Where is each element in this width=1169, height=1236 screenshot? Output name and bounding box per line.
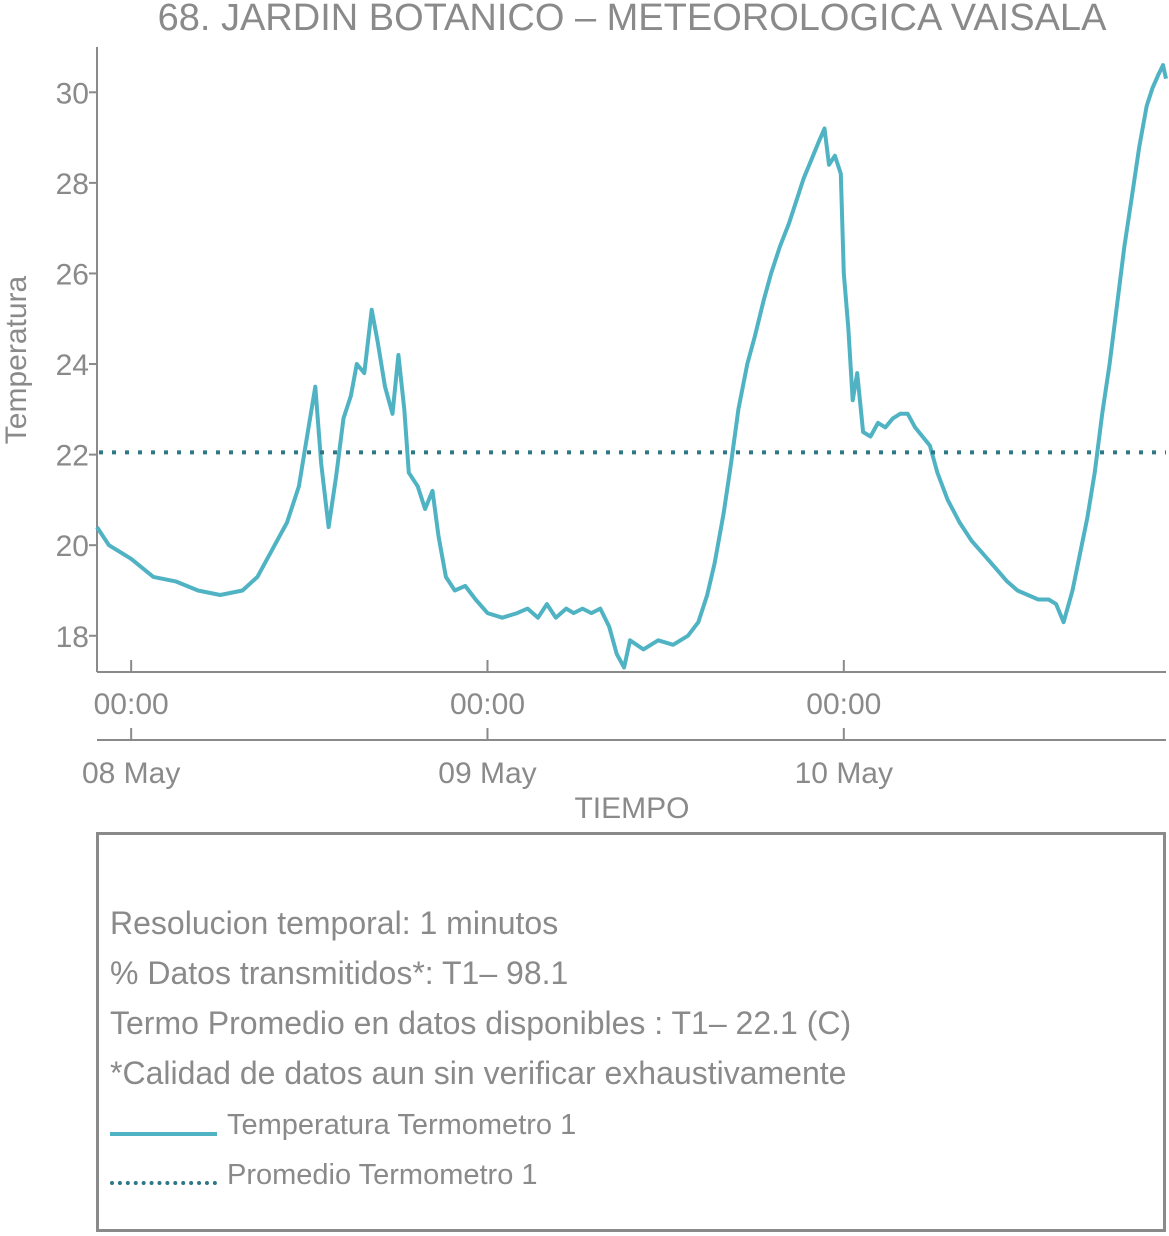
y-ticks: 18 20 22 24 26 28 30 bbox=[56, 77, 97, 654]
y-axis-label: Temperatura bbox=[0, 275, 33, 444]
y-tick-label: 26 bbox=[56, 258, 89, 291]
x-tick-date-label: 10 May bbox=[795, 757, 893, 790]
legend-label-temperature: Temperatura Termometro 1 bbox=[227, 1109, 577, 1141]
x-tick-time-label: 00:00 bbox=[450, 688, 525, 721]
x-tick-date-label: 08 May bbox=[82, 757, 180, 790]
legend-swatch-solid bbox=[110, 1132, 217, 1136]
info-resolution: Resolucion temporal: 1 minutos bbox=[110, 905, 559, 941]
x-ticks: 00:00 08 May 00:00 09 May 00:00 10 May bbox=[82, 660, 893, 790]
legend-swatch-dotted bbox=[110, 1181, 217, 1185]
info-average: Termo Promedio en datos disponibles : T1… bbox=[110, 1005, 852, 1041]
chart-title: 68. JARDIN BOTANICO – METEOROLOGICA VAIS… bbox=[158, 0, 1107, 39]
info-quality: *Calidad de datos aun sin verificar exha… bbox=[110, 1055, 847, 1091]
y-tick-label: 22 bbox=[56, 440, 89, 473]
info-transmitted: % Datos transmitidos*: T1– 98.1 bbox=[110, 955, 569, 991]
legend-label-average: Promedio Termometro 1 bbox=[227, 1159, 538, 1191]
y-tick-label: 20 bbox=[56, 530, 89, 563]
x-tick-date-label: 09 May bbox=[438, 757, 536, 790]
info-legend-box: Resolucion temporal: 1 minutos % Datos t… bbox=[96, 832, 1166, 1232]
y-tick-label: 18 bbox=[56, 621, 89, 654]
series-line-temperature bbox=[95, 63, 1168, 670]
x-tick-time-label: 00:00 bbox=[806, 688, 881, 721]
y-tick-label: 28 bbox=[56, 168, 89, 201]
series-group bbox=[95, 63, 1168, 670]
x-tick-time-label: 00:00 bbox=[94, 688, 169, 721]
temperature-chart: 68. JARDIN BOTANICO – METEOROLOGICA VAIS… bbox=[0, 0, 1168, 825]
x-axis-label: TIEMPO bbox=[574, 792, 689, 825]
y-tick-label: 24 bbox=[56, 349, 89, 382]
y-tick-label: 30 bbox=[56, 77, 89, 110]
